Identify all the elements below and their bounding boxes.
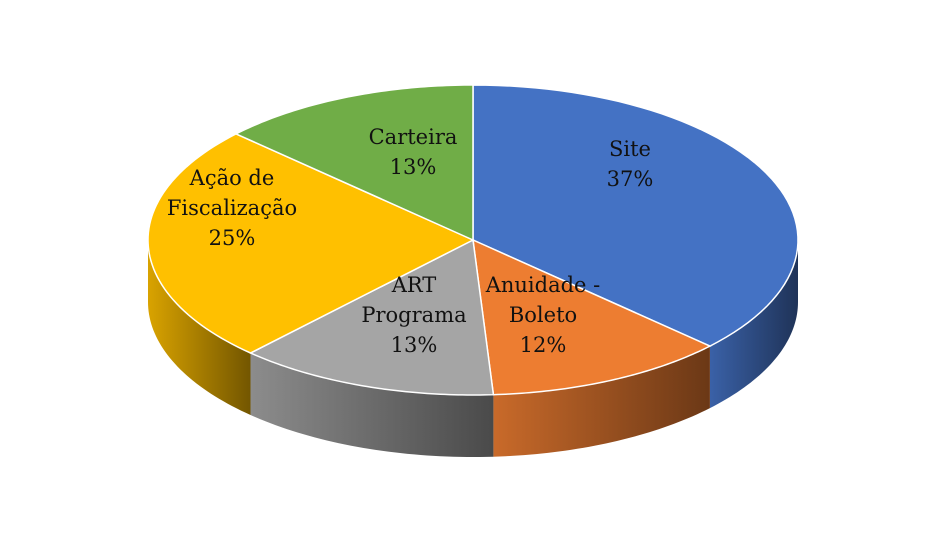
slice <box>248 238 495 396</box>
value-label: 25% <box>208 226 256 250</box>
value-label: 12% <box>519 333 567 357</box>
slice-side <box>148 240 251 415</box>
data-label: Ação de Fiscalização 25% <box>157 163 307 253</box>
slice <box>147 133 475 354</box>
slice <box>234 84 474 242</box>
category-label: Site <box>609 137 651 161</box>
slice-side <box>709 240 798 409</box>
slice-side <box>493 346 710 457</box>
value-label: 13% <box>389 155 437 179</box>
slice-side <box>250 352 494 457</box>
value-label: 13% <box>390 333 438 357</box>
category-label: Anuidade - Boleto <box>485 273 601 327</box>
data-label: Carteira 13% <box>353 122 473 182</box>
data-label: ART Programa 13% <box>354 270 474 360</box>
slice <box>472 238 712 396</box>
slice <box>472 84 799 347</box>
data-label: Anuidade - Boleto 12% <box>468 270 618 360</box>
category-label: ART Programa <box>361 273 467 327</box>
value-label: 37% <box>606 167 654 191</box>
data-label: Site 37% <box>555 134 705 194</box>
category-label: Carteira <box>368 125 458 149</box>
category-label: Ação de Fiscalização <box>166 166 298 220</box>
